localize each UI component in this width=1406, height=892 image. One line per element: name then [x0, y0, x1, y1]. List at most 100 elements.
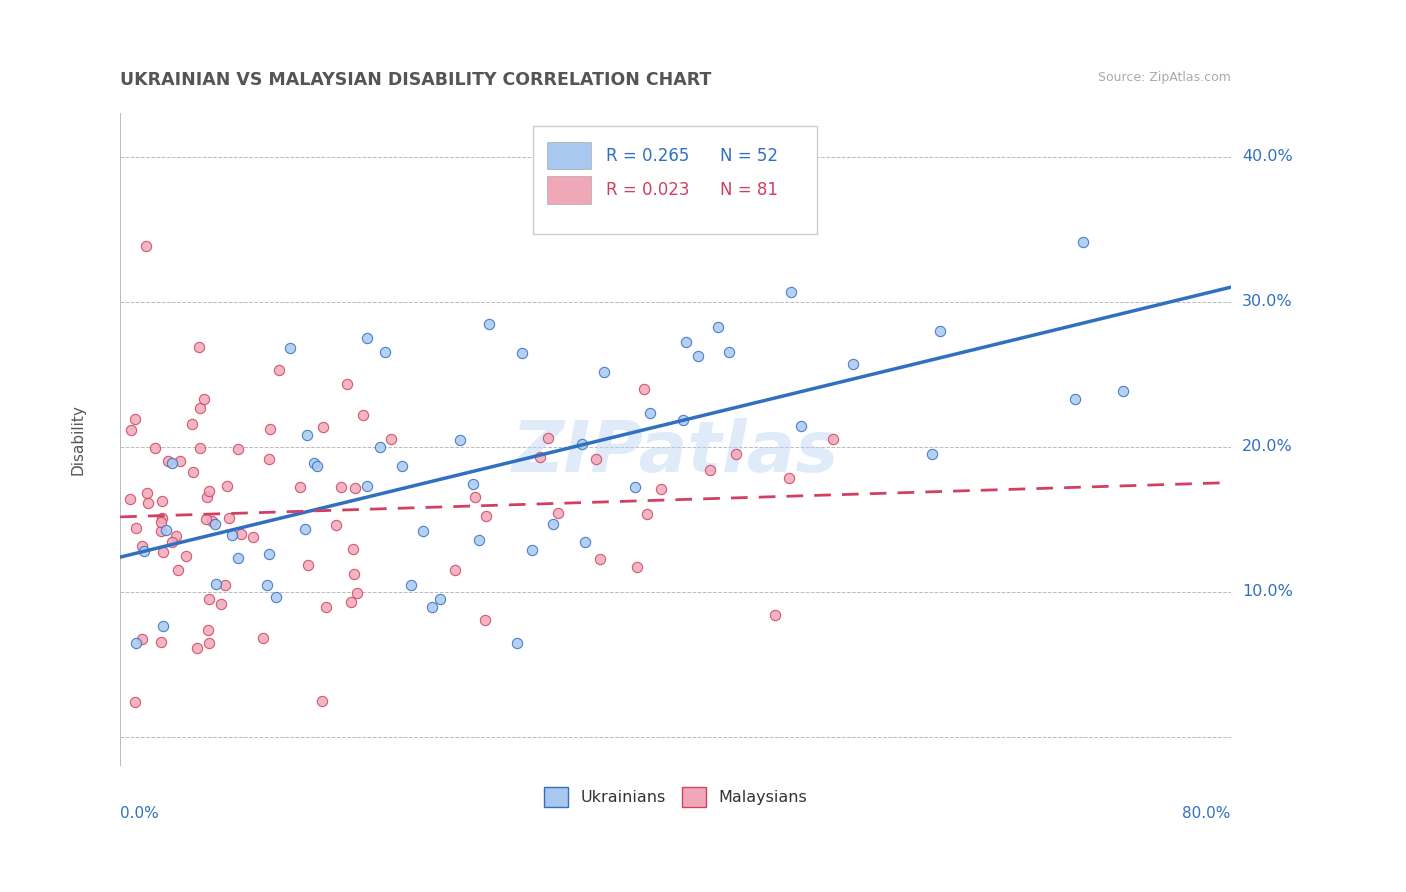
Point [198, 592, 221, 607]
Point [339, 595, 361, 609]
Point [226, 442, 249, 456]
Point [218, 511, 240, 525]
Point [356, 331, 378, 345]
Point [325, 518, 347, 533]
Point [209, 597, 232, 611]
Point [136, 496, 159, 510]
Text: Disability: Disability [70, 404, 86, 475]
Point [181, 465, 204, 479]
Text: N = 81: N = 81 [720, 181, 778, 199]
Point [449, 433, 471, 447]
Point [623, 480, 645, 494]
Point [156, 453, 179, 467]
Point [571, 437, 593, 451]
Point [120, 492, 142, 507]
Point [928, 324, 950, 338]
Point [181, 417, 204, 432]
Point [135, 485, 157, 500]
Point [297, 558, 319, 572]
Text: UKRAINIAN VS MALAYSIAN DISABILITY CORRELATION CHART: UKRAINIAN VS MALAYSIAN DISABILITY CORREL… [120, 70, 711, 88]
Point [124, 695, 146, 709]
Point [588, 552, 610, 566]
Point [342, 541, 364, 556]
Point [228, 551, 250, 566]
Point [188, 340, 211, 354]
Point [1112, 384, 1135, 399]
Point [311, 694, 333, 708]
Text: 80.0%: 80.0% [1182, 806, 1230, 822]
Point [650, 482, 672, 496]
Point [267, 363, 290, 377]
Point [464, 490, 486, 504]
Point [356, 478, 378, 492]
Point [167, 563, 190, 577]
Point [707, 320, 730, 334]
Point [186, 640, 208, 655]
Point [150, 493, 173, 508]
Point [547, 506, 569, 520]
Point [510, 346, 533, 360]
Point [152, 619, 174, 633]
Point [468, 533, 491, 547]
Point [193, 392, 215, 406]
Point [135, 239, 157, 253]
Point [195, 511, 218, 525]
Point [506, 636, 529, 650]
Point [779, 285, 801, 300]
Point [352, 409, 374, 423]
Point [399, 578, 422, 592]
Legend: Ukrainians, Malaysians: Ukrainians, Malaysians [537, 781, 814, 814]
Point [686, 349, 709, 363]
Point [150, 511, 173, 525]
Point [155, 523, 177, 537]
Point [763, 607, 786, 622]
Point [420, 600, 443, 615]
Point [174, 549, 197, 563]
Point [256, 578, 278, 592]
Point [217, 478, 239, 492]
Point [278, 341, 301, 355]
Point [640, 406, 662, 420]
Point [790, 419, 813, 434]
Point [152, 545, 174, 559]
Point [412, 524, 434, 538]
Point [574, 535, 596, 549]
Point [131, 539, 153, 553]
Point [160, 456, 183, 470]
Point [699, 463, 721, 477]
Point [166, 529, 188, 543]
Point [429, 591, 451, 606]
Point [125, 520, 148, 534]
Point [221, 527, 243, 541]
Point [131, 632, 153, 646]
Point [259, 452, 281, 467]
Point [188, 401, 211, 415]
Point [294, 522, 316, 536]
Point [124, 636, 146, 650]
FancyBboxPatch shape [547, 177, 591, 204]
FancyBboxPatch shape [547, 142, 591, 169]
Point [169, 454, 191, 468]
Point [124, 412, 146, 426]
Point [541, 516, 564, 531]
Point [143, 441, 166, 455]
FancyBboxPatch shape [533, 126, 817, 234]
Point [259, 422, 281, 436]
Point [160, 535, 183, 549]
Point [921, 447, 943, 461]
Point [150, 635, 173, 649]
Point [205, 577, 228, 591]
Point [188, 441, 211, 455]
Point [229, 526, 252, 541]
Point [368, 440, 391, 454]
Point [1064, 392, 1087, 406]
Point [478, 317, 501, 331]
Point [330, 480, 353, 494]
Point [242, 530, 264, 544]
Point [200, 514, 222, 528]
Point [305, 458, 328, 473]
Text: Source: ZipAtlas.com: Source: ZipAtlas.com [1098, 70, 1230, 84]
Point [537, 431, 560, 445]
Point [724, 447, 747, 461]
Point [195, 490, 218, 504]
